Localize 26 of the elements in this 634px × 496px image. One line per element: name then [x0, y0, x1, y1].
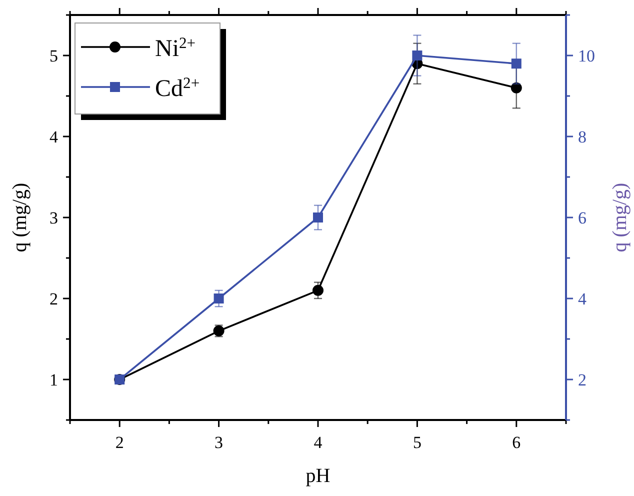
y2-tick-label: 4: [578, 290, 587, 308]
x-axis-title: pH: [306, 465, 330, 487]
y-tick-label: 3: [50, 208, 58, 228]
y2-tick-label: 2: [578, 370, 586, 390]
y2-axis-title: q (mg/g): [609, 182, 631, 252]
point: [313, 212, 323, 222]
point: [412, 50, 422, 60]
x-tick-label: 3: [214, 433, 224, 452]
y-tick-label: 1: [50, 370, 58, 390]
legend-label: Cd$^{2+}$: [155, 74, 200, 102]
point: [214, 294, 224, 304]
point: [312, 284, 324, 296]
point: [510, 82, 522, 94]
point: [511, 58, 522, 69]
legend-label: Ni$^{2+}$: [155, 34, 196, 62]
y-tick-label: 4: [50, 128, 58, 146]
y2-tick-label: 8: [578, 128, 586, 146]
x-tick-label: 4: [314, 433, 323, 452]
y-tick-label: 5: [50, 46, 58, 66]
y2-tick-label: 6: [578, 208, 586, 228]
x-tick-label: 5: [412, 433, 422, 452]
y-tick-label: 2: [50, 290, 58, 308]
y2-tick-label: 10: [578, 46, 595, 66]
x-tick-label: 6: [512, 433, 521, 452]
x-tick-label: 2: [115, 433, 124, 452]
y-axis-title: q (mg/g): [9, 182, 31, 252]
